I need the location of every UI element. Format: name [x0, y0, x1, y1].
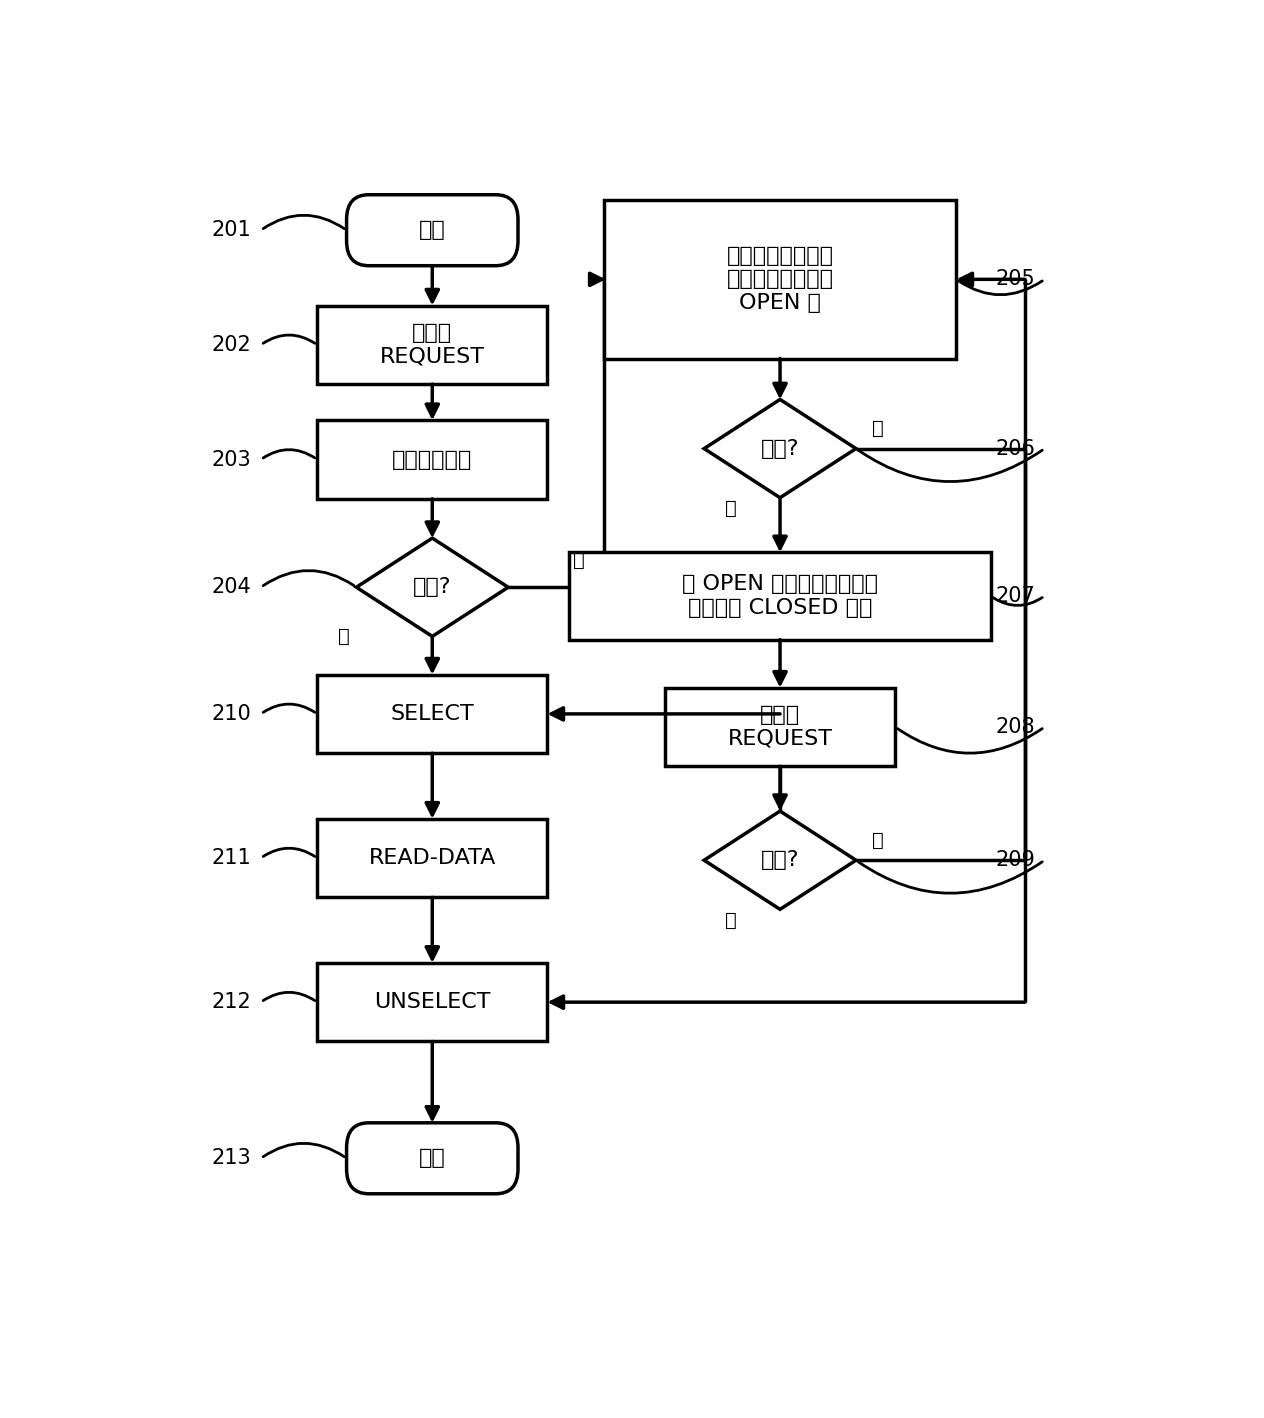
- Polygon shape: [356, 537, 508, 637]
- Bar: [317, 963, 547, 1041]
- Text: SELECT: SELECT: [391, 703, 474, 725]
- Text: 表空?: 表空?: [761, 438, 799, 458]
- Text: 204: 204: [211, 577, 252, 597]
- Text: 开始: 开始: [418, 220, 446, 240]
- Text: 碰撞?: 碰撞?: [761, 851, 799, 871]
- Text: 阅读器
REQUEST: 阅读器 REQUEST: [728, 705, 833, 749]
- Polygon shape: [704, 811, 856, 909]
- Text: 211: 211: [211, 848, 252, 868]
- Text: 207: 207: [995, 586, 1035, 605]
- Text: 否: 否: [726, 499, 737, 518]
- Text: 210: 210: [211, 703, 252, 725]
- FancyBboxPatch shape: [346, 1123, 518, 1194]
- Text: 结束: 结束: [418, 1149, 446, 1168]
- Text: 213: 213: [211, 1149, 252, 1168]
- Text: 208: 208: [995, 718, 1035, 737]
- Text: 202: 202: [211, 335, 252, 354]
- Text: 201: 201: [211, 220, 252, 240]
- Text: 阅读器
REQUEST: 阅读器 REQUEST: [379, 323, 485, 366]
- Polygon shape: [704, 400, 856, 498]
- Text: 206: 206: [995, 438, 1035, 458]
- FancyBboxPatch shape: [346, 194, 518, 265]
- Text: 从 OPEN 表中选取第一个节
点放入到 CLOSED 表中: 从 OPEN 表中选取第一个节 点放入到 CLOSED 表中: [683, 574, 878, 618]
- Text: READ-DATA: READ-DATA: [369, 848, 495, 868]
- Bar: [317, 420, 547, 499]
- Text: 否: 否: [726, 910, 737, 930]
- Bar: [604, 200, 957, 359]
- Bar: [665, 688, 895, 766]
- Text: 203: 203: [211, 450, 252, 469]
- Text: 所有标签响应: 所有标签响应: [392, 450, 473, 469]
- Text: 是: 是: [574, 550, 585, 570]
- Text: UNSELECT: UNSELECT: [374, 993, 490, 1012]
- Text: 212: 212: [211, 993, 252, 1012]
- Text: 碰撞?: 碰撞?: [413, 577, 451, 597]
- Bar: [317, 818, 547, 898]
- Text: 是: 是: [872, 420, 884, 438]
- Text: 发送查询指令，判
断碰撞位数，放入
OPEN 表: 发送查询指令，判 断碰撞位数，放入 OPEN 表: [727, 247, 833, 312]
- Bar: [317, 675, 547, 753]
- Text: 是: 是: [872, 831, 884, 849]
- Text: 209: 209: [995, 851, 1035, 871]
- Text: 否: 否: [339, 627, 350, 645]
- Bar: [317, 305, 547, 384]
- Bar: [569, 553, 991, 640]
- Text: 205: 205: [995, 269, 1035, 289]
